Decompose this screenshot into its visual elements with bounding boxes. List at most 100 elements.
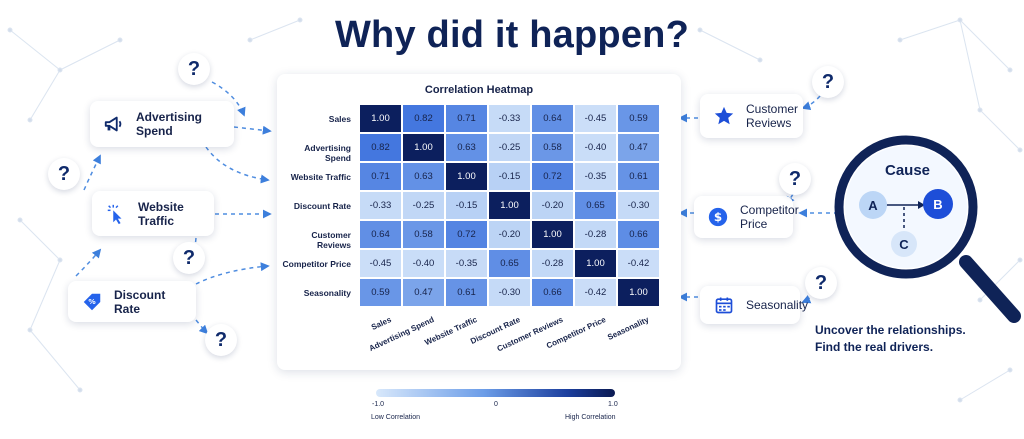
cursor-click-icon	[104, 202, 128, 226]
heatmap-cell: 0.59	[359, 278, 402, 307]
factor-card-seasonality[interactable]: Seasonality	[700, 286, 808, 324]
factor-label: Advertising Spend	[136, 110, 203, 138]
node-c: C	[891, 231, 917, 257]
heatmap-cell: 1.00	[359, 104, 402, 133]
heatmap-cell: -0.20	[531, 191, 574, 220]
node-a: A	[859, 191, 887, 219]
question-mark-icon: ?	[805, 267, 837, 299]
heatmap-cell: 0.47	[402, 278, 445, 307]
heatmap-cell: 1.00	[574, 249, 617, 278]
heatmap-cell: 1.00	[531, 220, 574, 249]
caption-line-2: Find the real drivers.	[815, 340, 934, 354]
heatmap-cell: 1.00	[617, 278, 660, 307]
caption: Uncover the relationships. Find the real…	[815, 322, 966, 356]
page-title: Why did it happen?	[334, 14, 689, 56]
scale-mid-label: 0	[494, 401, 498, 408]
star-icon	[712, 104, 736, 128]
heatmap-cell: -0.35	[574, 162, 617, 191]
factor-label: Discount Rate	[114, 287, 166, 316]
heatmap-cell: -0.40	[402, 249, 445, 278]
svg-text:$: $	[714, 210, 722, 224]
heatmap-cell: 0.64	[531, 104, 574, 133]
question-mark-icon: ?	[205, 324, 237, 356]
caption-line-1: Uncover the relationships.	[815, 323, 966, 337]
question-mark-icon: ?	[173, 242, 205, 274]
heatmap-cell: -0.25	[488, 133, 531, 162]
factor-card-customer-reviews[interactable]: Customer Reviews	[700, 94, 803, 138]
heatmap-cell: 1.00	[402, 133, 445, 162]
heatmap-title: Correlation Heatmap	[424, 84, 534, 96]
dollar-icon: $	[706, 205, 730, 229]
heatmap-cell: 0.65	[574, 191, 617, 220]
heatmap-cell: -0.30	[488, 278, 531, 307]
heatmap-cell: -0.33	[488, 104, 531, 133]
heatmap-cell: 0.63	[402, 162, 445, 191]
heatmap-cell: 0.65	[488, 249, 531, 278]
heatmap-row-label: Website Traffic	[290, 172, 351, 182]
heatmap-cell: 0.66	[531, 278, 574, 307]
heatmap-cell: 0.71	[359, 162, 402, 191]
heatmap-row-label: Advertising Spend	[304, 143, 351, 163]
heatmap-cell: -0.20	[488, 220, 531, 249]
heatmap-cell: 0.64	[359, 220, 402, 249]
heatmap-cell: -0.40	[574, 133, 617, 162]
factor-label: Competitor Price	[740, 203, 799, 231]
factor-card-website-traffic[interactable]: Website Traffic	[92, 191, 214, 236]
heatmap-cell: 0.82	[359, 133, 402, 162]
color-scale-bar	[376, 389, 615, 397]
heatmap-cell: 0.63	[445, 133, 488, 162]
heatmap-row-label: Customer Reviews	[311, 230, 351, 250]
question-mark-icon: ?	[779, 163, 811, 195]
heatmap-row-label: Seasonality	[303, 288, 351, 298]
heatmap-cell: 0.72	[531, 162, 574, 191]
heatmap-cell: 0.58	[531, 133, 574, 162]
heatmap-cell: -0.28	[574, 220, 617, 249]
heatmap-cell: 0.47	[617, 133, 660, 162]
heatmap-cell: 0.58	[402, 220, 445, 249]
heatmap-cell: -0.45	[574, 104, 617, 133]
heatmap-cell: -0.42	[617, 249, 660, 278]
correlation-heatmap: Correlation Heatmap Sales 1.00 0.82 0.71 -0.…	[277, 74, 681, 370]
heatmap-row-label: Competitor Price	[282, 259, 352, 269]
heatmap-cell: 0.66	[617, 220, 660, 249]
calendar-icon	[712, 293, 736, 317]
heatmap-cell: -0.45	[359, 249, 402, 278]
scale-min-label: -1.0	[372, 401, 385, 408]
question-mark-icon: ?	[48, 158, 80, 190]
heatmap-cell: -0.25	[402, 191, 445, 220]
low-correlation-label: Low Correlation	[371, 414, 421, 421]
heatmap-cell: 0.61	[617, 162, 660, 191]
factor-label: Seasonality	[746, 298, 809, 312]
factor-label: Customer Reviews	[746, 102, 799, 130]
heatmap-row-label: Sales	[328, 114, 351, 124]
question-mark-icon: ?	[178, 53, 210, 85]
cause-title: Cause	[885, 162, 931, 179]
heatmap-cell: 0.71	[445, 104, 488, 133]
megaphone-icon	[102, 112, 126, 136]
heatmap-cell: 0.72	[445, 220, 488, 249]
node-b: B	[923, 189, 953, 219]
heatmap-cell: -0.33	[359, 191, 402, 220]
question-mark-icon: ?	[812, 66, 844, 98]
heatmap-row-label: Discount Rate	[293, 201, 351, 211]
heatmap-cell: -0.15	[445, 191, 488, 220]
factor-label: Website Traffic	[138, 199, 184, 228]
svg-text:%: %	[88, 296, 96, 305]
heatmap-cell: -0.30	[617, 191, 660, 220]
factor-card-advertising-spend[interactable]: Advertising Spend	[90, 101, 234, 147]
factor-card-competitor-price[interactable]: $ Competitor Price	[694, 196, 799, 238]
heatmap-cell: -0.42	[574, 278, 617, 307]
heatmap-cell: -0.28	[531, 249, 574, 278]
heatmap-cell: 1.00	[488, 191, 531, 220]
scale-max-label: 1.0	[608, 401, 618, 408]
heatmap-cell: -0.35	[445, 249, 488, 278]
heatmap-cell: 0.82	[402, 104, 445, 133]
high-correlation-label: High Correlation	[565, 414, 616, 421]
factor-card-discount-rate[interactable]: % Discount Rate	[68, 281, 196, 322]
discount-tag-icon: %	[80, 290, 104, 314]
heatmap-cell: 0.61	[445, 278, 488, 307]
heatmap-cell: -0.15	[488, 162, 531, 191]
